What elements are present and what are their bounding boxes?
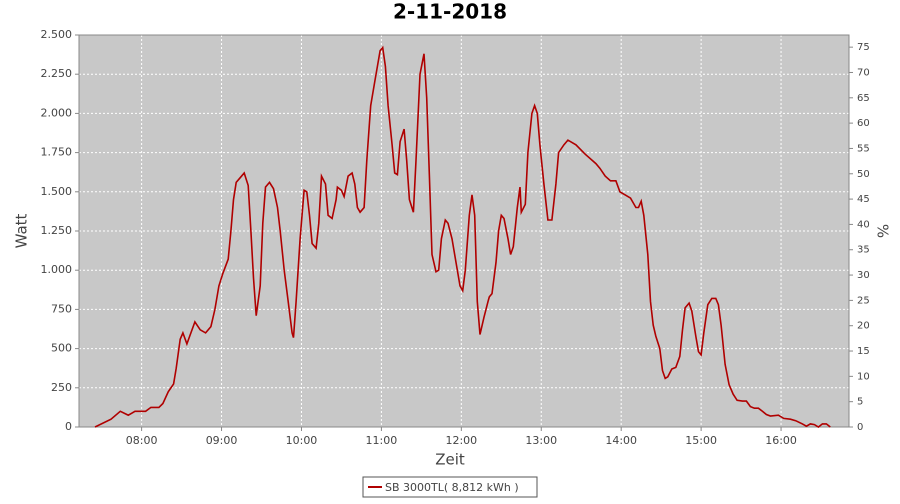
y-tick-label: 1.750: [41, 146, 73, 159]
x-tick-label: 14:00: [605, 434, 637, 447]
y2-axis-title: %: [874, 224, 892, 238]
y-tick-label: 750: [51, 302, 72, 315]
y2-tick-label: 50: [857, 169, 870, 180]
y-tick-label: 1.000: [41, 263, 73, 276]
y2-tick-label: 30: [857, 270, 870, 281]
y2-tick-label: 5: [857, 397, 863, 408]
y-tick-label: 500: [51, 342, 72, 355]
series-line: [94, 45, 831, 428]
x-tick-label: 16:00: [765, 434, 797, 447]
y-tick-label: 0: [65, 420, 72, 433]
y2-tick-label: 75: [857, 42, 870, 53]
y2-tick-label: 70: [857, 67, 870, 78]
y-tick-label: 2.250: [41, 67, 73, 80]
y-tick-label: 1.500: [41, 185, 73, 198]
y2-tick-label: 0: [857, 422, 863, 433]
x-tick-label: 09:00: [206, 434, 238, 447]
y2-tick-label: 40: [857, 219, 870, 230]
y-tick-label: 250: [51, 381, 72, 394]
x-tick-label: 15:00: [685, 434, 717, 447]
x-tick-label: 10:00: [286, 434, 318, 447]
chart-title: 2-11-2018: [393, 0, 507, 24]
y2-tick-label: 15: [857, 346, 870, 357]
legend: [362, 476, 538, 498]
y2-tick-label: 65: [857, 93, 870, 104]
x-axis-title: Zeit: [435, 451, 465, 469]
plot-border: [78, 34, 850, 428]
x-tick-label: 12:00: [445, 434, 477, 447]
y2-tick-label: 25: [857, 295, 870, 306]
y2-tick-label: 35: [857, 245, 870, 256]
x-tick-label: 08:00: [126, 434, 158, 447]
legend-label: SB 3000TL( 8,812 kWh ): [385, 481, 519, 494]
y2-tick-label: 20: [857, 321, 870, 332]
x-tick-label: 11:00: [366, 434, 398, 447]
y2-tick-label: 45: [857, 194, 870, 205]
y-tick-label: 1.250: [41, 224, 73, 237]
y2-tick-label: 10: [857, 371, 870, 382]
y-axis-title: Watt: [13, 213, 31, 248]
y2-tick-label: 60: [857, 118, 870, 129]
y2-tick-label: 55: [857, 143, 870, 154]
x-tick-label: 13:00: [525, 434, 557, 447]
y-tick-label: 2.000: [41, 106, 73, 119]
y-tick-label: 2.500: [41, 28, 73, 41]
